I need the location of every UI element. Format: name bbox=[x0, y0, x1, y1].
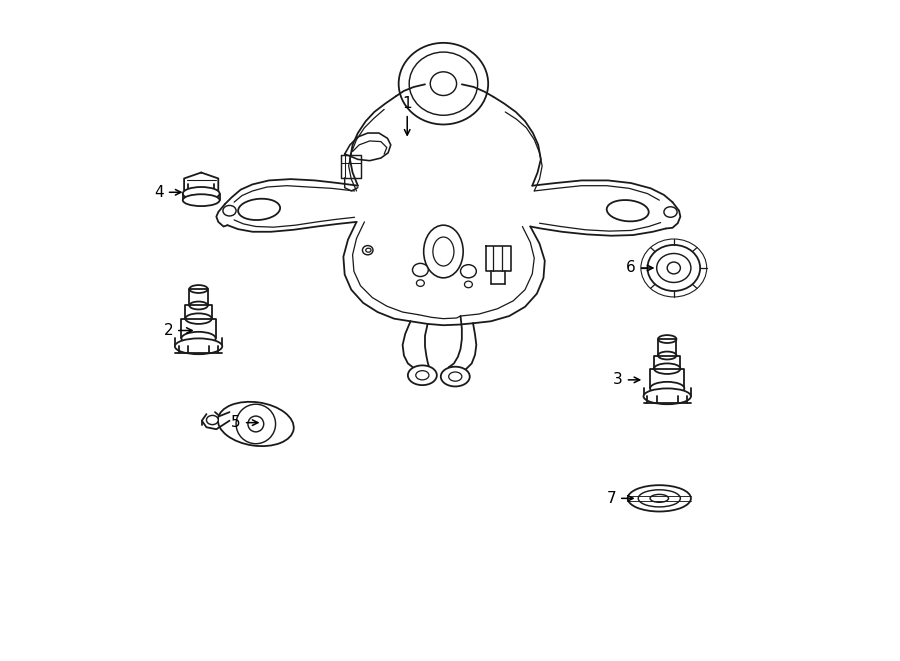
Ellipse shape bbox=[667, 262, 680, 274]
Ellipse shape bbox=[408, 366, 436, 385]
Ellipse shape bbox=[461, 264, 476, 278]
Ellipse shape bbox=[399, 43, 488, 124]
Ellipse shape bbox=[654, 364, 680, 374]
Polygon shape bbox=[658, 339, 677, 356]
Ellipse shape bbox=[185, 313, 211, 324]
Ellipse shape bbox=[416, 371, 429, 380]
Ellipse shape bbox=[189, 285, 208, 293]
Ellipse shape bbox=[175, 338, 222, 354]
Ellipse shape bbox=[607, 200, 649, 221]
Ellipse shape bbox=[183, 187, 220, 200]
Ellipse shape bbox=[236, 405, 275, 444]
Text: 5: 5 bbox=[231, 415, 258, 430]
Ellipse shape bbox=[363, 246, 373, 254]
Ellipse shape bbox=[441, 367, 470, 387]
Text: 3: 3 bbox=[613, 372, 640, 387]
Ellipse shape bbox=[206, 415, 219, 424]
Ellipse shape bbox=[223, 206, 236, 216]
Ellipse shape bbox=[417, 280, 424, 286]
Ellipse shape bbox=[650, 382, 684, 395]
Ellipse shape bbox=[658, 352, 677, 360]
Polygon shape bbox=[189, 289, 208, 305]
Ellipse shape bbox=[248, 416, 264, 432]
Ellipse shape bbox=[410, 52, 478, 115]
Ellipse shape bbox=[449, 372, 462, 381]
Polygon shape bbox=[184, 173, 219, 196]
Ellipse shape bbox=[183, 194, 220, 206]
Ellipse shape bbox=[412, 263, 428, 276]
Ellipse shape bbox=[430, 72, 456, 96]
Text: 7: 7 bbox=[607, 491, 633, 506]
Ellipse shape bbox=[433, 237, 454, 266]
Text: 4: 4 bbox=[154, 185, 181, 200]
Ellipse shape bbox=[182, 332, 216, 345]
Text: 2: 2 bbox=[164, 323, 192, 338]
Ellipse shape bbox=[647, 245, 700, 291]
Ellipse shape bbox=[658, 335, 677, 343]
Text: 1: 1 bbox=[402, 96, 412, 135]
Ellipse shape bbox=[644, 389, 691, 405]
Ellipse shape bbox=[638, 490, 680, 507]
Ellipse shape bbox=[365, 249, 371, 253]
Ellipse shape bbox=[464, 281, 473, 288]
Ellipse shape bbox=[664, 207, 677, 217]
Ellipse shape bbox=[657, 253, 691, 282]
Ellipse shape bbox=[218, 402, 293, 446]
Ellipse shape bbox=[238, 199, 280, 220]
Ellipse shape bbox=[189, 301, 208, 309]
Ellipse shape bbox=[424, 225, 464, 278]
Ellipse shape bbox=[627, 485, 691, 512]
Text: 6: 6 bbox=[626, 260, 652, 276]
Ellipse shape bbox=[650, 494, 669, 502]
